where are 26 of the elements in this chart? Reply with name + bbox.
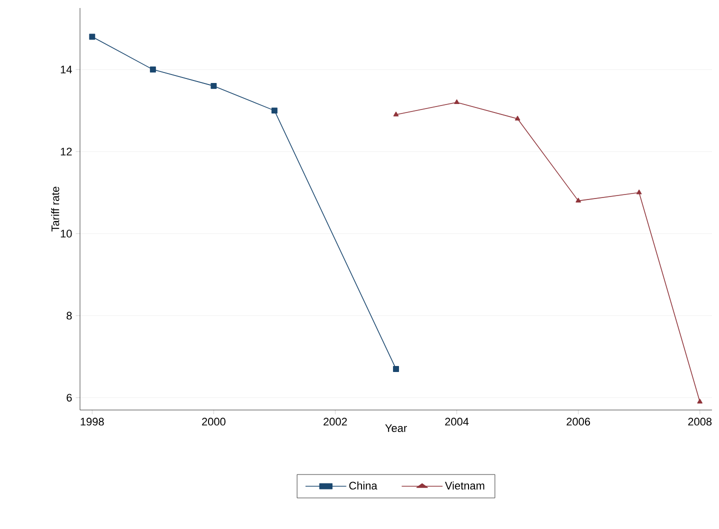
legend-label: China (349, 482, 378, 490)
x-axis-title: Year (385, 424, 407, 432)
y-tick-label: 12 (60, 148, 72, 156)
point (576, 198, 581, 202)
x-tick-label: 2000 (202, 418, 226, 426)
y-axis-title: Tariff rate (51, 186, 60, 232)
point (150, 66, 156, 73)
x-tick-label: 2004 (445, 418, 469, 426)
y-tick-label: 14 (60, 66, 72, 74)
x-tick-label: 2006 (566, 418, 590, 426)
point (514, 116, 520, 120)
point (393, 366, 399, 372)
x-tick-label: 2002 (324, 418, 347, 426)
x-tick-label: 1998 (80, 418, 104, 426)
point (89, 34, 96, 40)
y-tick-label: 6 (66, 394, 72, 402)
legend-label: Vietnam (444, 482, 484, 490)
point (210, 82, 217, 89)
y-tick-label: 8 (66, 312, 72, 320)
point (697, 398, 702, 404)
point (454, 99, 460, 104)
point (636, 190, 642, 194)
point (393, 112, 399, 116)
x-tick-label: 2008 (688, 418, 712, 426)
point (271, 108, 278, 114)
y-tick-label: 10 (60, 230, 72, 238)
